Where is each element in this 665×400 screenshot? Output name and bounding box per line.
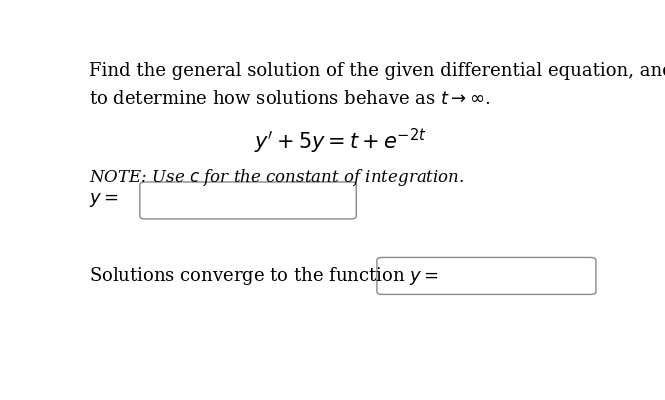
Text: Solutions converge to the function $y = $: Solutions converge to the function $y = …: [89, 265, 440, 287]
Text: $y = $: $y = $: [89, 192, 119, 210]
Text: $y' + 5y = t + e^{-2t}$: $y' + 5y = t + e^{-2t}$: [255, 126, 427, 156]
Text: Find the general solution of the given differential equation, and use it: Find the general solution of the given d…: [89, 62, 665, 80]
FancyBboxPatch shape: [140, 182, 356, 219]
FancyBboxPatch shape: [377, 258, 596, 294]
Text: NOTE: Use $c$ for the constant of integration.: NOTE: Use $c$ for the constant of integr…: [89, 166, 465, 188]
Text: to determine how solutions behave as $t \rightarrow \infty$.: to determine how solutions behave as $t …: [89, 90, 491, 108]
